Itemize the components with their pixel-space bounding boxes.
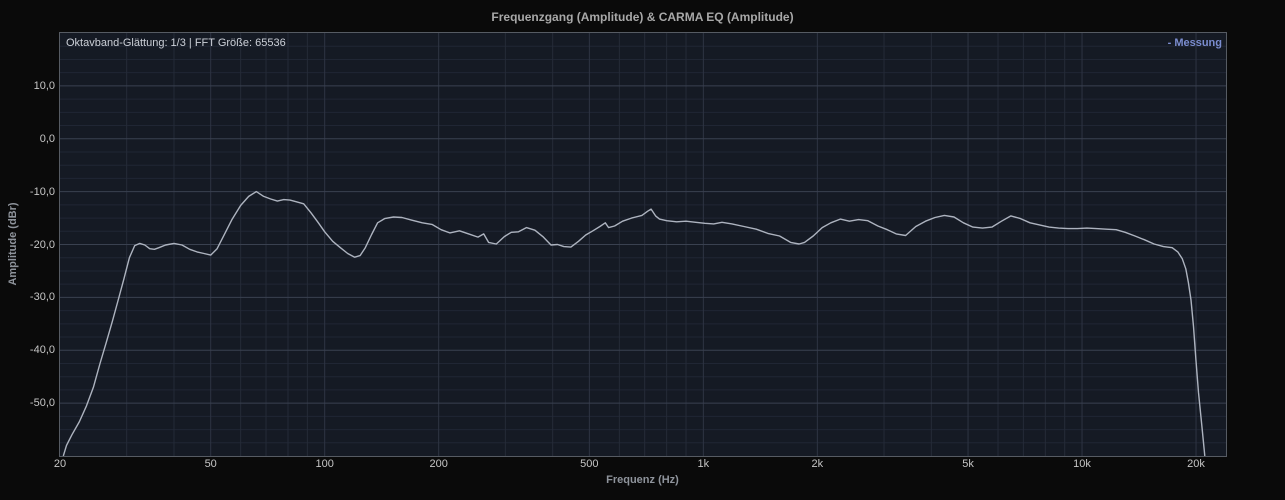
x-tick-200: 200 [429, 458, 448, 470]
x-tick-50: 50 [204, 458, 217, 470]
y-tick-0,0: 0,0 [39, 132, 55, 145]
x-tick-20: 20 [53, 458, 67, 470]
y-tick--40,0: -40,0 [29, 344, 55, 357]
y-tick-10,0: 10,0 [33, 79, 55, 92]
x-tick-1k: 1k [697, 458, 710, 470]
x-axis-label: Frequenz (Hz) [606, 474, 679, 486]
x-tick-500: 500 [580, 458, 599, 470]
x-tick-100: 100 [315, 458, 334, 470]
legend-messung: - Messung [1167, 37, 1222, 49]
x-tick-2k: 2k [811, 458, 824, 470]
frequency-response-chart [60, 33, 1226, 456]
y-tick--50,0: -50,0 [29, 397, 55, 410]
smoothing-info-label: Oktavband-Glättung: 1/3 | FFT Größe: 655… [66, 37, 286, 49]
y-axis-label: Amplitude (dBr) [7, 202, 19, 286]
y-tick--30,0: -30,0 [29, 291, 55, 304]
series-messung [62, 190, 1206, 456]
y-tick--10,0: -10,0 [29, 185, 55, 198]
plot-area[interactable] [59, 32, 1227, 457]
x-tick-20k: 20k [1187, 458, 1205, 470]
chart-title: Frequenzgang (Amplitude) & CARMA EQ (Amp… [491, 10, 794, 24]
y-tick--20,0: -20,0 [29, 238, 55, 251]
x-tick-5k: 5k [962, 458, 974, 470]
x-tick-10k: 10k [1073, 458, 1091, 470]
